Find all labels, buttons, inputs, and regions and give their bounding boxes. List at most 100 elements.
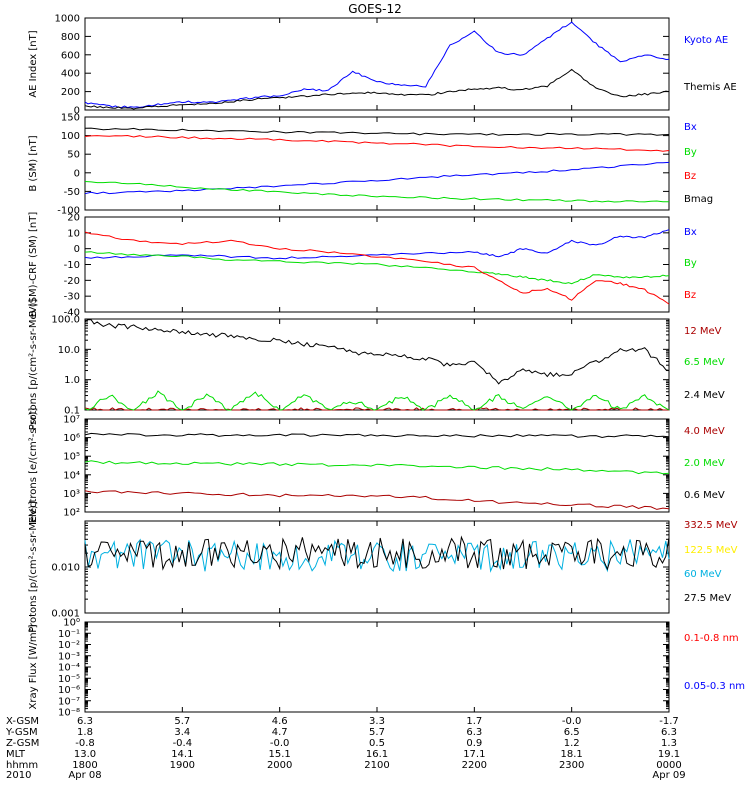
legend-entry: 122.5 MeV [684, 545, 738, 556]
panel-frame [84, 318, 670, 411]
axis-row-value: 19.1 [658, 749, 680, 760]
y-tick-label: 10⁰ [63, 618, 80, 629]
y-tick-label: 10⁻² [58, 640, 80, 651]
y-axis-label: B (SM)-CRF (SM) [nT] [28, 212, 39, 318]
panel-6: 0.001 0.010 Protons [p/(cm²-s-sr-MeV)] 332.… [28, 501, 738, 633]
y-tick-label: 10⁻⁸ [58, 708, 80, 719]
axis-row-value: 6.3 [77, 716, 93, 727]
chart-title: GOES-12 [348, 2, 402, 16]
axis-row-value: 0.5 [369, 738, 385, 749]
panel-5: 10² 10³ 10⁴ 10⁵ 10⁶ 10⁷ Electrons [e/(cm²-s-sr… [28, 408, 725, 524]
axis-row-value: 1.8 [77, 727, 93, 738]
y-tick-label: 20 [67, 213, 80, 224]
series-line-bmag [84, 127, 670, 136]
series-line-27-5-mev [84, 535, 670, 571]
panel-2: -100 -50 0 50 100 150 B (SM) [nT] Bx By Bz Bmag [28, 113, 713, 217]
y-tick-label: 10⁷ [63, 415, 80, 426]
y-tick-label: 10⁴ [63, 470, 80, 481]
y-tick-label: -20 [64, 276, 80, 287]
y-tick-label: 0.001 [51, 609, 80, 620]
axis-row-label: 2010 [6, 770, 31, 781]
panel-frame [84, 621, 670, 713]
y-axis-label: Protons [p/(cm²-s-sr-MeV)] [28, 501, 39, 633]
y-tick-label: -30 [64, 292, 80, 303]
y-axis-label: AE Index [nT] [28, 30, 39, 97]
panel-1: 0 200 400 600 800 1000 AE Index [nT] Kyoto AE Th… [28, 14, 737, 117]
legend-entry: Kyoto AE [684, 35, 728, 46]
series-line-2-0-mev [84, 460, 670, 475]
axis-row-value: 3.3 [369, 716, 385, 727]
axis-row-value: 2100 [364, 760, 389, 771]
y-tick-label: -100 [57, 206, 80, 217]
axis-row-label: Z-GSM [6, 738, 39, 749]
legend-entry: Themis AE [683, 82, 737, 93]
legend-entry: 60 MeV [684, 569, 722, 580]
axis-row-value: 1.7 [466, 716, 482, 727]
series-line-6-5-mev [84, 390, 670, 411]
axis-row-value: 4.7 [272, 727, 288, 738]
series-line-kyoto-ae [84, 21, 670, 109]
y-tick-label: 200 [61, 87, 80, 98]
y-tick-label: 1000 [55, 14, 80, 25]
axis-row-value: 15.1 [269, 749, 291, 760]
axis-row-value: -1.7 [659, 716, 679, 727]
series-line-bx [84, 229, 670, 260]
y-tick-label: 50 [67, 150, 80, 161]
axis-row-value: 5.7 [369, 727, 385, 738]
y-tick-label: 600 [61, 50, 80, 61]
axis-row-value: -0.0 [270, 738, 290, 749]
axis-row-value: 0000 [656, 760, 681, 771]
legend-entry: 6.5 MeV [684, 357, 725, 368]
panel-frame [84, 17, 670, 111]
y-tick-label: 10⁵ [63, 452, 80, 463]
y-axis-label: Electrons [e/(cm²-s-sr)] [28, 408, 39, 524]
axis-row-value: 2000 [267, 760, 292, 771]
legend-entry: 2.4 MeV [684, 390, 725, 401]
axis-row-value: 17.1 [463, 749, 485, 760]
y-tick-label: 1.0 [64, 375, 80, 386]
y-tick-label: 800 [61, 32, 80, 43]
y-axis-label: B (SM) [nT] [28, 135, 39, 191]
legend-entry: Bx [684, 227, 697, 238]
legend-entry: By [684, 258, 697, 269]
axis-row-label: hhmm [6, 760, 38, 771]
series-line-themis-ae [84, 68, 670, 110]
axis-row-value: 0.9 [466, 738, 482, 749]
legend-entry: 4.0 MeV [684, 426, 725, 437]
y-tick-label: 0.010 [51, 563, 80, 574]
y-tick-label: 0 [74, 244, 80, 255]
axis-row-value: Apr 09 [652, 770, 685, 781]
y-tick-label: 10 [67, 228, 80, 239]
panel-4: 0.1 1.0 10.0 100.0 Protons [p/(cm²-s-sr-MeV)… [28, 299, 725, 431]
axis-row-value: 6.3 [466, 727, 482, 738]
series-line-bz [84, 231, 670, 305]
axis-row-value: 1.2 [564, 738, 580, 749]
series-line-by [84, 251, 670, 285]
legend-entry: Bmag [684, 194, 713, 205]
y-tick-label: 10⁻⁷ [58, 696, 80, 707]
series-line-bz [84, 134, 670, 152]
axis-row-value: 1900 [170, 760, 195, 771]
y-tick-label: -10 [64, 260, 80, 271]
series-line-0-6-mev [84, 432, 670, 439]
y-tick-label: 0.1 [64, 406, 80, 417]
y-tick-label: 10³ [63, 489, 80, 500]
axis-row-value: 1800 [72, 760, 97, 771]
axis-row-value: 14.1 [171, 749, 193, 760]
y-tick-label: 100 [61, 131, 80, 142]
panel-3: -40 -30 -20 -10 0 10 20 B (SM)-CRF (SM) [nT] Bx B… [28, 212, 697, 319]
series-line-bx [84, 161, 670, 195]
axis-row-value: -0.0 [562, 716, 582, 727]
axis-row-value: 5.7 [174, 716, 190, 727]
series-line-4-0-mev [84, 490, 670, 510]
y-tick-label: 10⁶ [63, 433, 80, 444]
y-tick-label: 10⁻¹ [58, 629, 80, 640]
series-line-2-4-mev [84, 319, 670, 385]
legend-entry: By [684, 147, 697, 158]
series-line-by [84, 181, 669, 203]
axis-row-label: X-GSM [6, 716, 39, 727]
legend-entry: 332.5 MeV [684, 520, 738, 531]
